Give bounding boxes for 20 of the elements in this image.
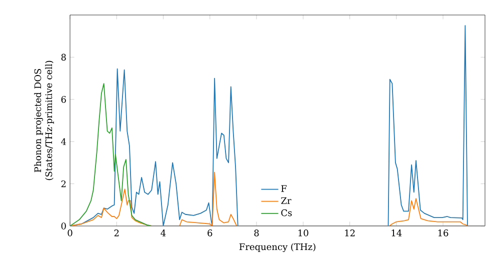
y-tick-label: 0 [61, 222, 66, 230]
x-tick-label: 4 [160, 230, 166, 236]
x-tick-label: 8 [254, 230, 259, 236]
legend-label: F [281, 185, 287, 192]
x-tick-label: 6 [208, 230, 212, 236]
y-tick-label: 2 [61, 180, 66, 188]
x-axis-title: Frequency (THz) [239, 243, 316, 252]
line-series [70, 83, 485, 226]
legend-label: Zr [281, 197, 292, 204]
legend-label: Cs [281, 209, 292, 216]
x-tick-label: 0 [68, 230, 72, 236]
x-tick-label: 12 [345, 230, 355, 236]
x-tick-label: 14 [392, 230, 402, 236]
x-tick-label: 2 [114, 230, 119, 236]
x-tick-label: 16 [438, 230, 448, 236]
y-tick-label: 6 [61, 96, 66, 103]
y-axis-title: Phonon projected DOS (States/THz·primitive cell) [34, 60, 54, 180]
y-tick-label: 8 [61, 54, 66, 61]
x-tick-label: 10 [298, 230, 308, 236]
y-tick-label: 4 [61, 138, 66, 145]
